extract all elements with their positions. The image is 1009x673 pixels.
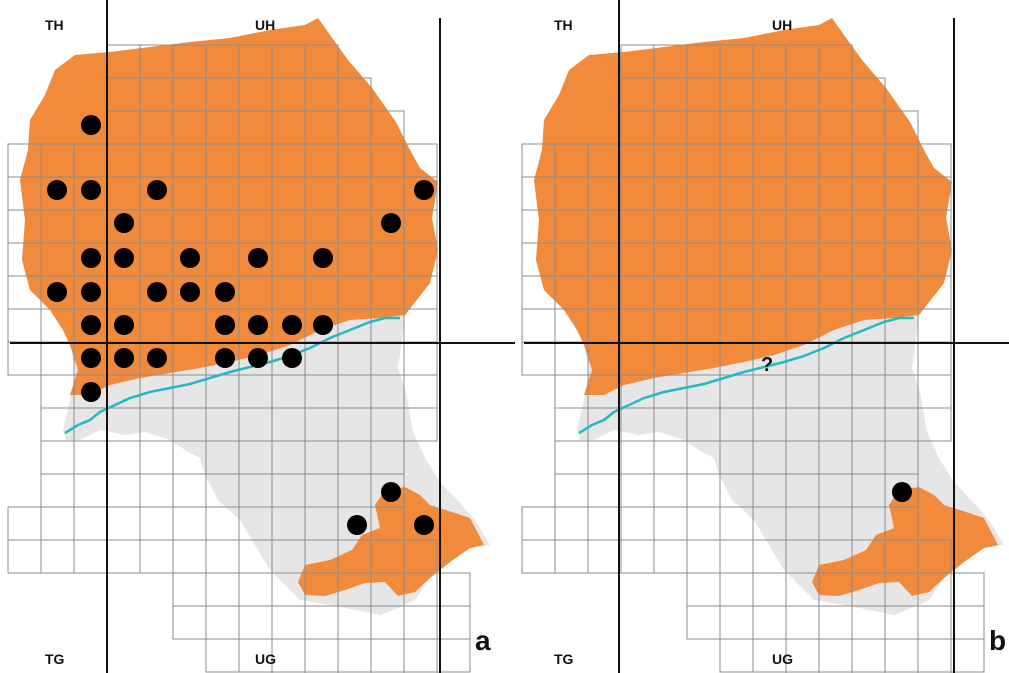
record-dot <box>215 315 235 335</box>
basemap <box>520 16 1006 673</box>
record-dot <box>147 180 167 200</box>
record-dot <box>114 348 134 368</box>
record-dot <box>248 315 268 335</box>
record-dot <box>282 348 302 368</box>
record-dot <box>381 482 401 502</box>
utm-zone-label-th: TH <box>45 17 64 33</box>
record-dot <box>114 315 134 335</box>
record-dot <box>180 248 200 268</box>
map-panel-b: TH UH TG UG ? b <box>520 0 1009 673</box>
record-dot <box>147 282 167 302</box>
record-dot <box>114 248 134 268</box>
record-dots <box>892 482 912 502</box>
map-panel-a: TH UH TG UG a <box>6 0 515 673</box>
record-dot <box>313 315 333 335</box>
record-dot <box>81 180 101 200</box>
basemap <box>6 16 492 673</box>
utm-zone-label-uh: UH <box>255 17 275 33</box>
panel-letter-b: b <box>989 625 1006 656</box>
record-dot <box>381 213 401 233</box>
record-dot <box>414 180 434 200</box>
record-dot <box>81 382 101 402</box>
record-dot <box>215 282 235 302</box>
record-dot <box>81 282 101 302</box>
record-dot <box>147 348 167 368</box>
record-dot <box>114 213 134 233</box>
record-dot <box>248 248 268 268</box>
utm-zone-label-tg: TG <box>554 651 574 667</box>
record-dot <box>47 282 67 302</box>
record-dot <box>81 248 101 268</box>
record-dots <box>47 115 434 535</box>
panel-letter-a: a <box>475 625 491 656</box>
record-dot <box>414 515 434 535</box>
record-dot <box>248 348 268 368</box>
record-dot <box>81 315 101 335</box>
utm-zone-lines <box>524 0 1009 673</box>
record-dot <box>81 348 101 368</box>
record-dot <box>347 515 367 535</box>
utm-zone-lines <box>10 0 515 673</box>
utm-zone-label-uh: UH <box>772 17 792 33</box>
record-dot <box>215 348 235 368</box>
record-dot <box>282 315 302 335</box>
record-dot <box>313 248 333 268</box>
record-dot <box>47 180 67 200</box>
record-dot <box>180 282 200 302</box>
utm-zone-label-tg: TG <box>45 651 65 667</box>
uncertain-record-marker: ? <box>761 354 773 376</box>
utm-zone-label-ug: UG <box>772 651 793 667</box>
utm-zone-label-ug: UG <box>255 651 276 667</box>
record-dot <box>892 482 912 502</box>
record-dot <box>81 115 101 135</box>
utm-zone-label-th: TH <box>554 17 573 33</box>
